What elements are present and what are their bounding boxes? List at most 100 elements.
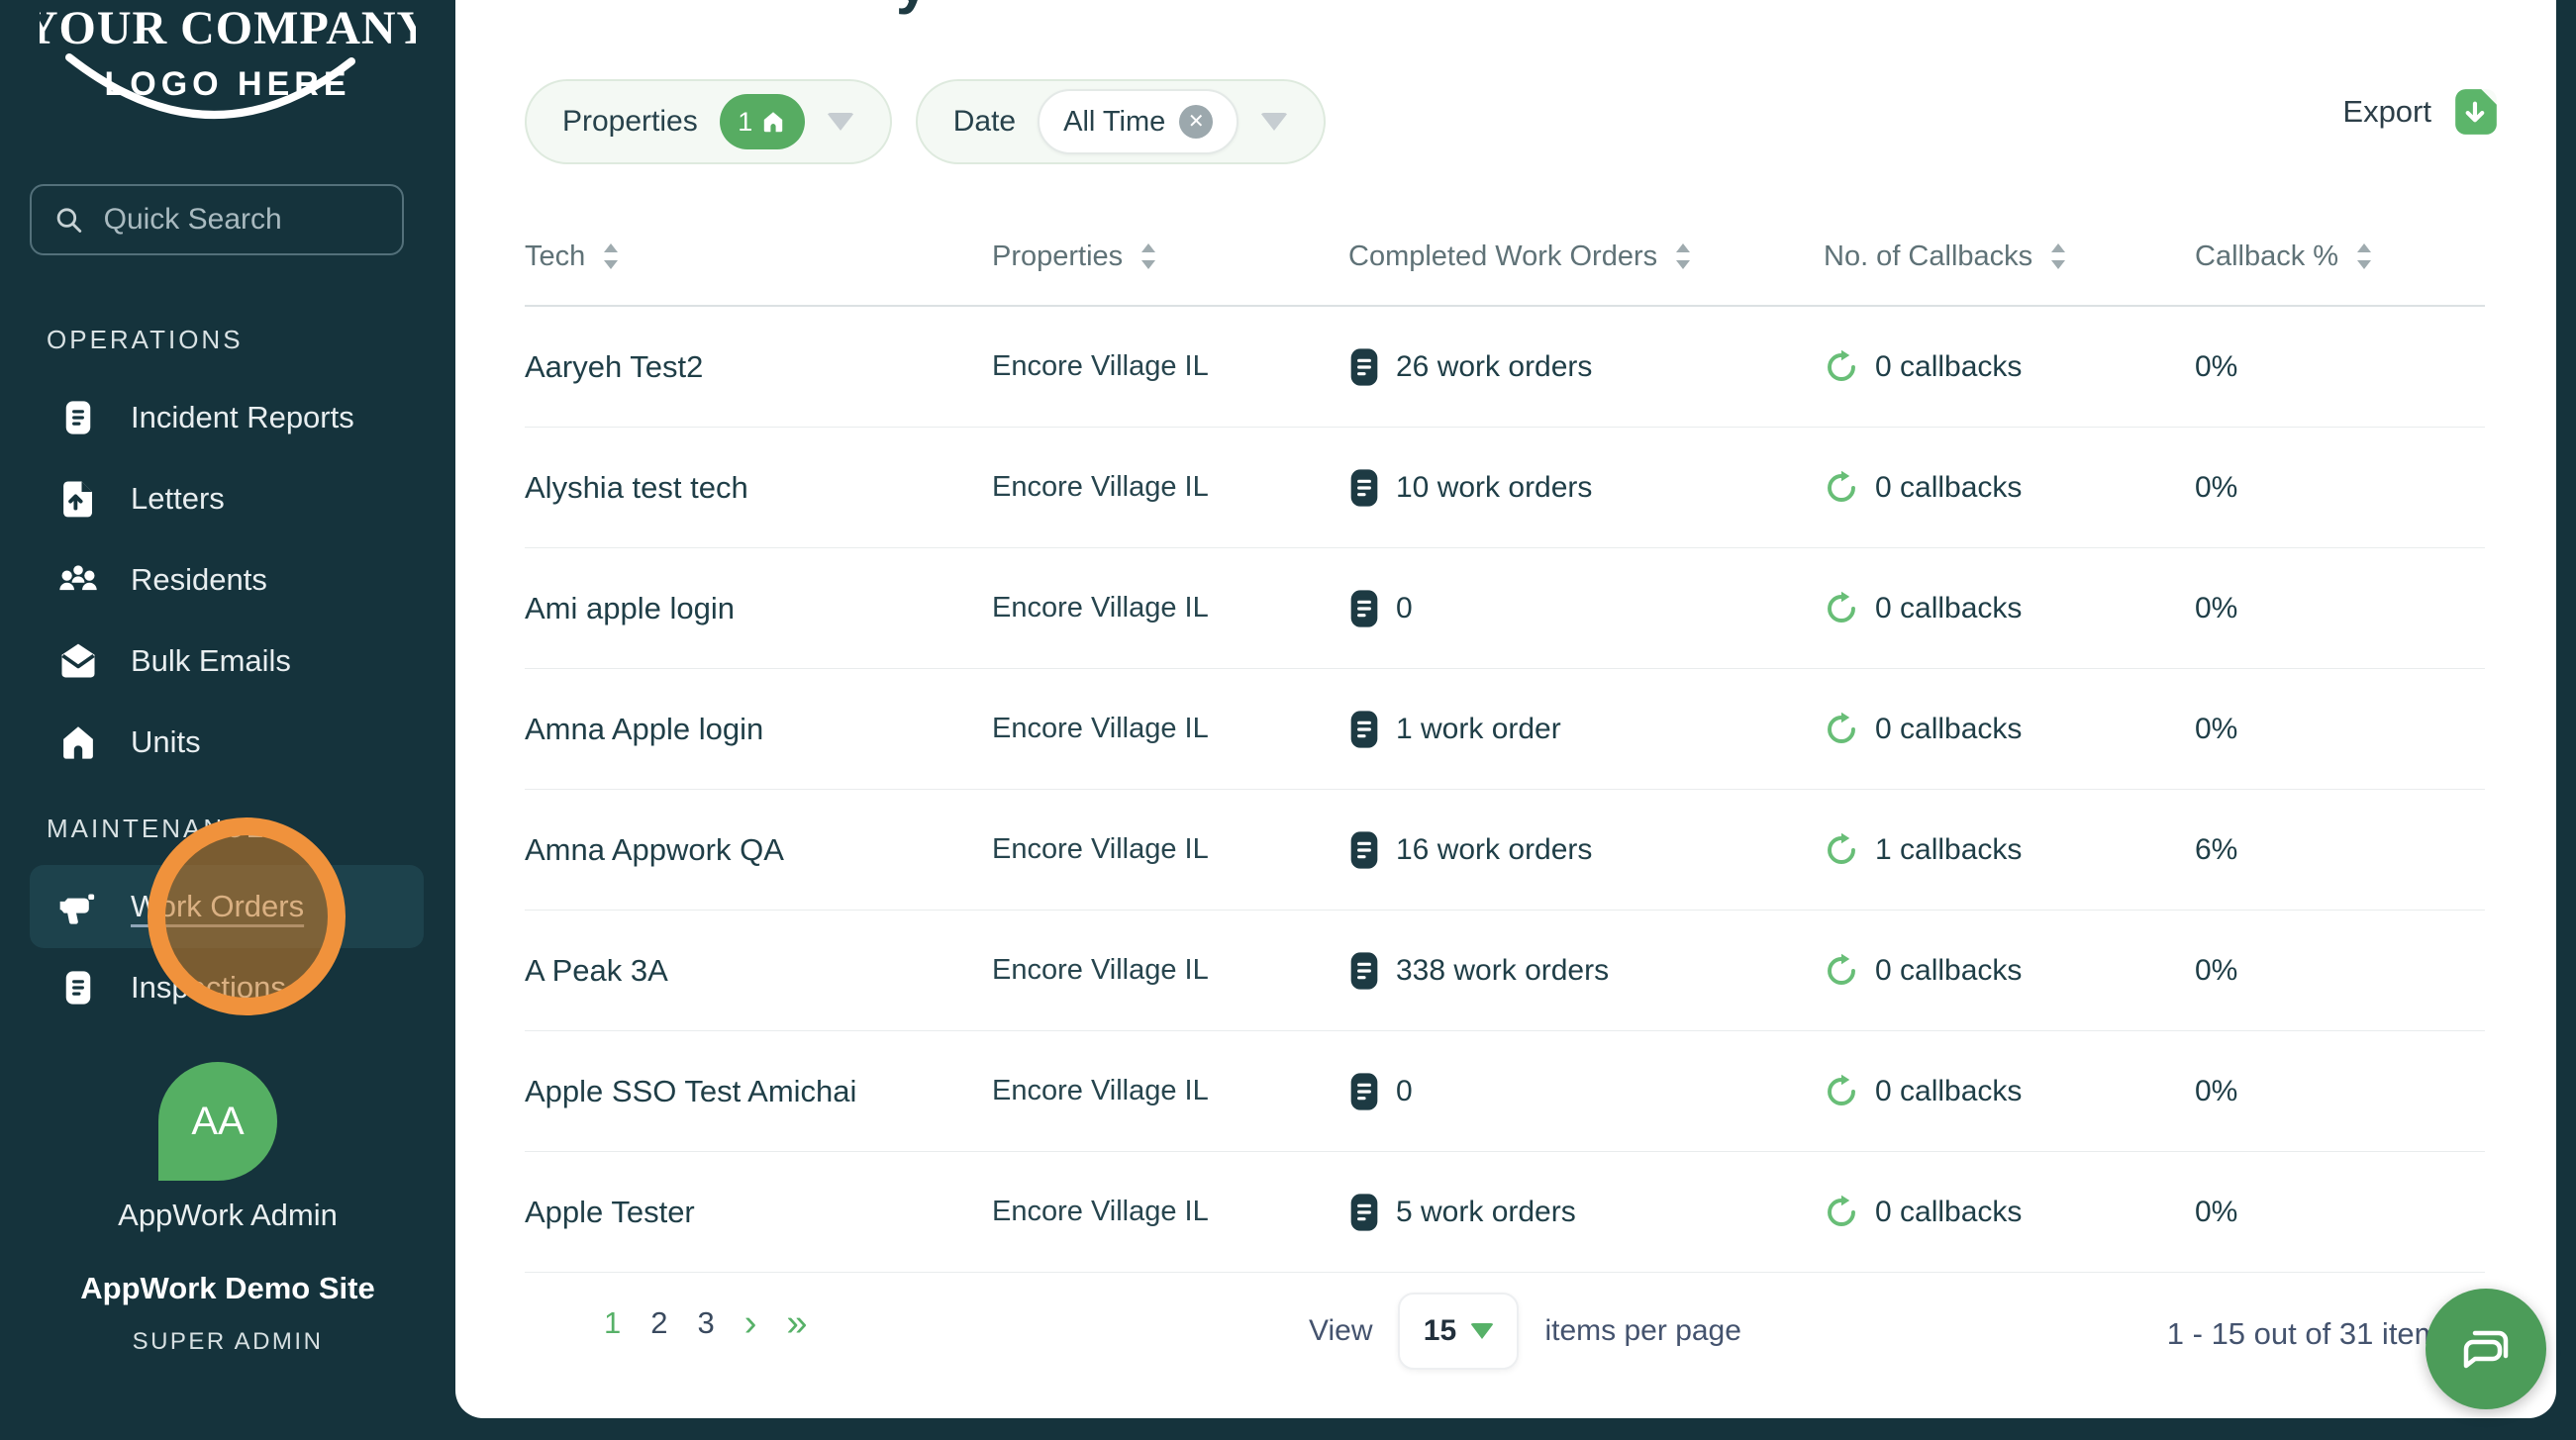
sidebar-item-work-orders[interactable]: Work Orders [30,865,424,948]
sidebar-item-letters[interactable]: Letters [30,457,424,540]
date-filter-value: All Time [1063,105,1166,138]
work-orders-value: 1 work order [1396,712,1561,745]
items-per-page-label: items per page [1544,1314,1741,1347]
column-label: Callback % [2195,240,2339,272]
callbacks-cell: 0 callbacks [1824,1195,2195,1230]
property-cell: Encore Village IL [992,471,1209,503]
sidebar-item-label: Residents [131,562,267,597]
work-orders-cell: 16 work orders [1348,830,1824,870]
table-row[interactable]: Ami apple login Encore Village IL 0 0 ca… [525,548,2485,669]
user-name: AppWork Admin [118,1198,338,1232]
sidebar-item-label: Letters [131,481,225,516]
tech-cell: Amna Apple login [525,711,764,746]
envelope-icon [55,638,101,684]
date-filter[interactable]: Date All Time ✕ [915,79,1327,164]
house-icon [55,720,101,765]
work-orders-value: 16 work orders [1396,832,1593,866]
column-header-tech[interactable]: Tech [525,240,992,273]
column-header-properties[interactable]: Properties [992,240,1348,273]
page-button-2[interactable]: 2 [650,1305,668,1340]
sidebar-item-label: Incident Reports [131,400,354,434]
last-page-icon[interactable]: » [786,1302,808,1344]
callbacks-value: 1 callbacks [1875,832,2023,866]
quick-search[interactable] [30,184,404,255]
column-header-callbacks[interactable]: No. of Callbacks [1824,240,2195,273]
table-row[interactable]: Amna Appwork QA Encore Village IL 16 wor… [525,790,2485,911]
search-icon [56,208,82,233]
search-input[interactable] [101,202,380,238]
sidebar-item-inspections[interactable]: Inspections [30,946,424,1029]
clipboard-icon [55,965,101,1010]
work-orders-cell: 338 work orders [1348,951,1824,991]
callbacks-value: 0 callbacks [1875,470,2023,504]
column-header-completed-work-orders[interactable]: Completed Work Orders [1348,240,1824,273]
sidebar-item-label: Inspections [131,970,286,1005]
properties-count: 1 [738,106,753,137]
sort-icon[interactable] [1673,241,1693,271]
user-role: SUPER ADMIN [132,1328,324,1355]
callbacks-value: 0 callbacks [1875,1195,2023,1228]
table-row[interactable]: Aaryeh Test2 Encore Village IL 26 work o… [525,307,2485,428]
view-label: View [1309,1314,1373,1347]
callbacks-cell: 0 callbacks [1824,591,2195,626]
table-row[interactable]: Alyshia test tech Encore Village IL 10 w… [525,428,2485,548]
work-order-icon [1350,710,1378,748]
sort-icon[interactable] [1139,241,1158,271]
tech-cell: A Peak 3A [525,952,668,988]
table-row[interactable]: Apple SSO Test Amichai Encore Village IL… [525,1031,2485,1152]
export-button[interactable]: Export [2342,87,2499,137]
callbacks-cell: 1 callbacks [1824,832,2195,868]
sidebar-item-label: Bulk Emails [131,643,291,678]
next-page-icon[interactable]: › [743,1302,757,1344]
page-size-select[interactable]: 15 [1398,1293,1520,1370]
callbacks-value: 0 callbacks [1875,1074,2023,1107]
callbacks-value: 0 callbacks [1875,591,2023,624]
export-label: Export [2342,94,2431,129]
callbacks-cell: 0 callbacks [1824,712,2195,747]
properties-filter-label: Properties [562,105,698,138]
work-orders-cell: 0 [1348,589,1824,628]
page-button-1[interactable]: 1 [604,1305,622,1340]
work-orders-cell: 0 [1348,1072,1824,1111]
callbacks-cell: 0 callbacks [1824,953,2195,989]
sort-icon[interactable] [601,241,621,271]
page-size-control: View 15 items per page [1309,1293,1741,1370]
house-icon [764,112,783,133]
work-orders-cell: 5 work orders [1348,1193,1824,1232]
sidebar-item-incident-reports[interactable]: Incident Reports [30,376,424,459]
section-maintenance: MAINTENANCE [47,814,267,843]
callback-refresh-icon [1828,349,1855,381]
chevron-down-icon [1260,113,1289,131]
chat-fab-button[interactable] [2426,1289,2546,1409]
property-cell: Encore Village IL [992,350,1209,382]
sidebar-item-units[interactable]: Units [30,701,424,784]
work-orders-value: 338 work orders [1396,953,1610,987]
table-row[interactable]: A Peak 3A Encore Village IL 338 work ord… [525,911,2485,1031]
tech-cell: Amna Appwork QA [525,831,784,867]
avatar[interactable]: AA [158,1062,277,1181]
properties-filter[interactable]: Properties 1 [525,79,892,164]
sidebar-item-bulk-emails[interactable]: Bulk Emails [30,620,424,703]
table-row[interactable]: Apple Tester Encore Village IL 5 work or… [525,1152,2485,1273]
avatar-initials: AA [191,1099,245,1143]
callbacks-cell: 0 callbacks [1824,349,2195,385]
callback-refresh-icon [1828,832,1855,864]
chat-icon [2463,1330,2509,1369]
column-header-callback-pct[interactable]: Callback % [2195,240,2485,273]
sidebar-item-label: Work Orders [131,889,305,923]
work-order-icon [1350,951,1378,990]
table-row[interactable]: Amna Apple login Encore Village IL 1 wor… [525,669,2485,790]
page-button-3[interactable]: 3 [697,1305,715,1340]
sort-icon[interactable] [2048,241,2068,271]
callback-pct-cell: 0% [2195,953,2238,987]
sidebar-item-label: Units [131,724,201,759]
property-cell: Encore Village IL [992,592,1209,624]
clear-date-icon[interactable]: ✕ [1179,105,1214,139]
sidebar-item-residents[interactable]: Residents [30,538,424,622]
company-logo: YOUR COMPANY LOGO HERE [40,2,416,119]
work-orders-cell: 26 work orders [1348,347,1824,387]
export-download-icon [2455,88,2498,135]
table-header-row: Tech Properties Completed Work Orders No… [525,208,2485,307]
section-operations: OPERATIONS [47,325,244,354]
sort-icon[interactable] [2354,241,2374,271]
